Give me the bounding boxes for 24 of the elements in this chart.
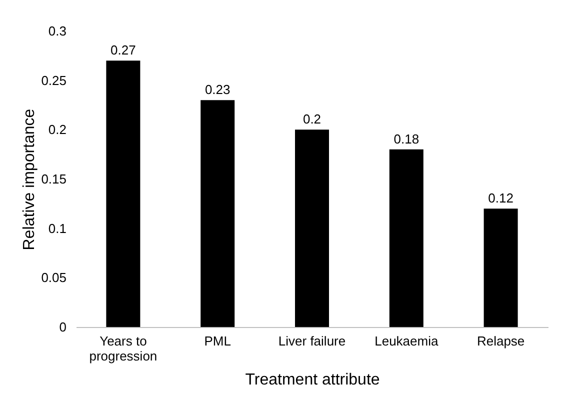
bar — [295, 130, 329, 327]
data-label: 0.27 — [110, 42, 136, 58]
x-tick-label: Relapse — [476, 334, 525, 348]
y-tick-label: 0.2 — [48, 122, 66, 138]
y-axis-title: Relative importance — [21, 108, 38, 250]
y-tick-label: 0.3 — [48, 24, 66, 38]
y-tick-label: 0.05 — [41, 270, 66, 286]
bar — [106, 60, 140, 327]
data-label: 0.18 — [394, 131, 420, 146]
x-tick-label: PML — [204, 334, 231, 348]
x-tick-label: Liver failure — [278, 334, 346, 348]
data-label: 0.23 — [204, 82, 230, 98]
data-label: 0.2 — [302, 112, 322, 127]
y-tick-label: 0 — [59, 320, 66, 334]
y-tick-label: 0.15 — [41, 172, 66, 186]
y-tick-label: 0.25 — [41, 72, 66, 88]
x-tick-label: Leukaemia — [374, 334, 439, 348]
x-tick-label: Years to progression — [89, 334, 158, 364]
bar — [484, 208, 518, 327]
data-label: 0.12 — [488, 190, 514, 206]
bar — [200, 100, 235, 327]
x-axis-title: Treatment attribute — [245, 372, 380, 388]
y-tick-label: 0.1 — [48, 220, 66, 236]
bar — [389, 149, 424, 327]
